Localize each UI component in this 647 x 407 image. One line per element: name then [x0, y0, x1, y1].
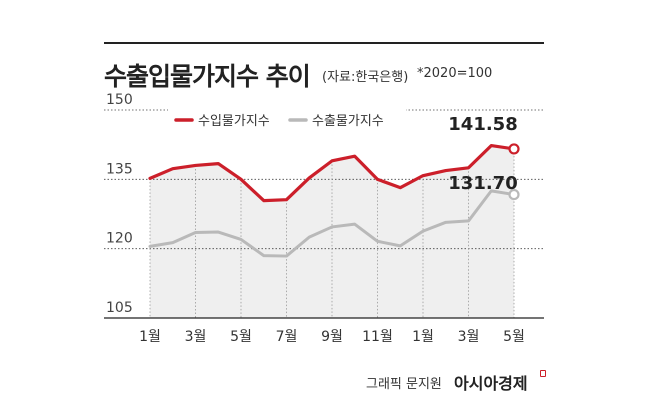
title-rule	[104, 42, 544, 44]
legend-label-import: 수입물가지수	[198, 114, 270, 129]
x-tick-label: 7월	[276, 329, 298, 345]
export-area	[150, 190, 514, 318]
x-tick-label: 1월	[139, 329, 161, 345]
series-line-import	[148, 143, 516, 203]
x-tick-label: 5월	[503, 329, 525, 345]
data-point-import	[508, 143, 520, 155]
base-year-note: *2020=100	[417, 66, 493, 81]
export-end-label: 131.70	[448, 173, 517, 194]
series-line-export	[148, 189, 516, 258]
x-tick-label: 9월	[321, 329, 343, 345]
x-tick-label: 3월	[458, 329, 480, 345]
legend-label-export: 수출물가지수	[312, 114, 384, 129]
y-tick-label: 135	[106, 161, 133, 177]
data-point-export	[508, 188, 520, 201]
x-tick-label: 5월	[230, 329, 252, 345]
x-tick-label: 11월	[362, 329, 393, 345]
x-tick-label: 3월	[185, 329, 207, 345]
legend-box	[168, 109, 406, 130]
chart-title: 수출입물가지수 추이	[104, 62, 311, 91]
y-tick-label: 120	[106, 231, 133, 247]
data-source: (자료:한국은행)	[322, 70, 409, 85]
y-tick-label: 150	[106, 92, 133, 108]
y-tick-label: 105	[106, 300, 133, 316]
graphic-credit: 그래픽 문지원	[366, 377, 442, 392]
import-end-label: 141.58	[448, 114, 517, 135]
brand-logo-text: 아시아경제	[454, 374, 528, 393]
plot-area: 150 135 120 105 1월 3월 5월 7월 9월 11월 1월 3월 5월 141.58 131…	[104, 92, 544, 345]
x-tick-label: 1월	[412, 329, 434, 345]
brand-mark-icon	[540, 370, 546, 377]
